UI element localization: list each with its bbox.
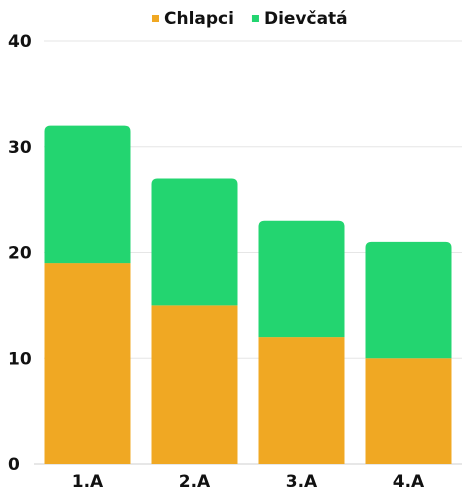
x-tick-label: 4.A bbox=[393, 472, 425, 492]
bar-segment-shape bbox=[365, 241, 452, 359]
bar-segment-dievčatá bbox=[258, 220, 345, 338]
bar-segment-chlapci bbox=[151, 305, 238, 464]
y-tick-label: 40 bbox=[8, 32, 32, 52]
bar-segment-dievčatá bbox=[365, 241, 452, 359]
y-axis-ticks: 0 10 20 30 40 bbox=[8, 32, 32, 475]
legend-label: Dievčatá bbox=[264, 9, 348, 29]
bars bbox=[44, 125, 452, 464]
legend-item-chlapci: Chlapci bbox=[152, 9, 234, 29]
y-tick-label: 30 bbox=[8, 138, 32, 158]
bar-segment-chlapci bbox=[365, 358, 452, 464]
bar-segment-shape bbox=[258, 337, 345, 464]
bar-segment-shape bbox=[151, 178, 238, 306]
bar-segment-chlapci bbox=[44, 263, 131, 464]
x-tick-label: 2.A bbox=[179, 472, 211, 492]
y-tick-label: 0 bbox=[8, 455, 20, 475]
bar-segment-shape bbox=[365, 358, 452, 464]
legend-item-dievčatá: Dievčatá bbox=[251, 9, 348, 29]
bar-segment-dievčatá bbox=[44, 125, 131, 264]
bar-segment-chlapci bbox=[258, 337, 345, 464]
x-axis-ticks: 1.A 2.A 3.A 4.A bbox=[72, 472, 425, 492]
legend-swatch bbox=[251, 15, 259, 22]
legend-label: Chlapci bbox=[164, 9, 234, 29]
x-tick-label: 3.A bbox=[286, 472, 318, 492]
legend: Chlapci Dievčatá bbox=[152, 9, 348, 29]
bar-segment-shape bbox=[151, 305, 238, 464]
bar-segment-shape bbox=[44, 125, 131, 264]
legend-swatch bbox=[152, 15, 159, 22]
x-tick-label: 1.A bbox=[72, 472, 104, 492]
bar-segment-dievčatá bbox=[151, 178, 238, 306]
y-tick-label: 10 bbox=[8, 349, 32, 369]
bar-segment-shape bbox=[258, 220, 345, 338]
bar-segment-shape bbox=[44, 263, 131, 464]
y-tick-label: 20 bbox=[8, 244, 32, 264]
